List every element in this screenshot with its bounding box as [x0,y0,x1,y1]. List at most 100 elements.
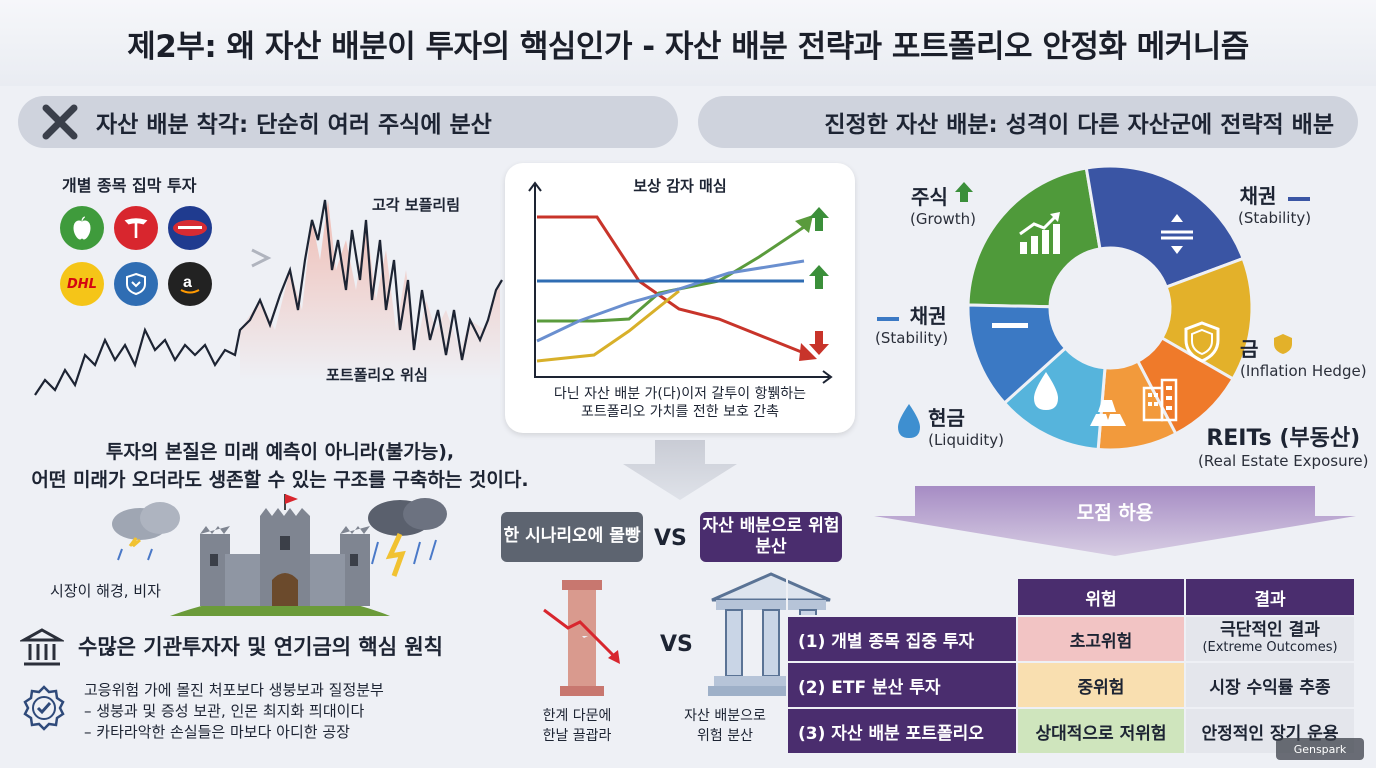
cash-name: 현금 [928,406,965,430]
table-row: (3) 자산 배분 포트폴리오 상대적으로 저위험 안정적인 장기 운용 [786,707,1356,755]
funnel-label: 모점 하용 [1076,502,1154,524]
donut-label-stocks: 주식 (Growth) [910,180,976,228]
funnel-banner [874,486,1356,556]
gold-shield-icon [1184,321,1220,363]
shield-logo [114,262,158,306]
row-risk: 초고위험 [1016,615,1186,663]
concentrated-label: 개별 종목 집막 투자 [62,176,197,195]
table-header-result: 결과 [1184,577,1356,617]
bank-icon [20,628,64,666]
amazon-logo: a [168,262,212,306]
table-row: (2) ETF 분산 투자 중위험 시장 수익률 추종 [786,661,1356,709]
check-badge-icon [23,685,65,731]
all-in-caption-line1: 한계 다문에 [542,708,612,724]
all-in-tag: 한 시나리오에 몰빵 [501,512,643,562]
allocation-caption-line2: 위험 분산 [697,728,753,744]
rain-cloud-icon [112,502,180,561]
volatile-price-chart [34,199,503,396]
building-icon [1142,378,1178,422]
all-in-caption: 한계 다문에 한날 끌괍라 [518,706,636,746]
principle-line3: – 카타라악한 손실들은 마보다 아디한 공장 [84,723,350,741]
risk-label: 포트폴리오 위심 [326,366,428,384]
correlation-card: 보상 감자 매심 다닌 자산 배분 가(다)이저 갈투이 항뷁하는 포트폴리오 … [505,163,855,433]
correlation-title: 보상 감자 매심 [633,177,727,195]
gold-sub: (Inflation Hedge) [1240,362,1367,380]
reits-name: REITs (부동산) [1206,426,1361,451]
right-section-header: 진정한 자산 배분: 성격이 다른 자산군에 전략적 배분 [698,96,1358,148]
principle-title: 수많은 기관투자자 및 연기금의 핵심 원칙 [78,635,443,659]
bond-dash-icon [992,323,1028,328]
castle-illustration [112,494,447,616]
table-header-risk: 위험 [1016,577,1186,617]
allocation-caption: 자산 배분으로 위험 분산 [660,706,790,746]
water-drop-icon [898,404,920,438]
bonds-name: 채권 [1239,184,1277,208]
up-arrow-icon [809,207,829,231]
bonds2-name: 채권 [909,304,947,328]
all-in-caption-line2: 한날 끌괍라 [542,728,612,744]
castle-caption: 시장이 해경, 비자 [50,582,161,600]
growth-chart-icon [1019,212,1060,254]
row-risk: 중위험 [1016,661,1186,709]
row-label: (1) 개별 종목 집중 투자 [786,615,1018,663]
down-flow-arrow [623,440,737,500]
table-header-row: 위험 결과 [786,577,1356,617]
donut-label-gold: 금 (Inflation Hedge) [1240,332,1367,380]
correlation-lines-chart [528,181,833,384]
principle-line1: 고응위험 가에 몰진 처포보다 생붕보과 질정분부 [84,681,384,699]
vs-label-mid: VS [660,632,693,657]
shield-icon [1273,334,1292,354]
right-header-text: 진정한 자산 배분: 성격이 다른 자산군에 전략적 배분 [824,112,1334,138]
donut-label-bonds: 채권 (Stability) [1238,180,1311,227]
volatility-label: 고각 보플리림 [372,196,461,214]
allocation-caption-line1: 자산 배분으로 [684,708,766,724]
correlation-caption-line2: 포트폴리오 가치를 전한 보호 간촉 [580,404,780,420]
gold-name: 금 [1240,337,1259,361]
up-arrow-icon [809,265,829,289]
cross-icon [42,104,78,140]
donut-label-cash: 현금 (Liquidity) [895,402,1004,449]
donut-label-bonds-2: 채권 (Stability) [875,300,948,347]
water-drop-icon [1034,372,1058,410]
correlation-caption-line1: 다닌 자산 배분 가(다)이저 갈투이 항뷁하는 [553,386,807,402]
row-result: 시장 수익률 추종 [1184,661,1356,709]
row-risk: 상대적으로 저위험 [1016,707,1186,755]
row-result: 극단적인 결과 (Extreme Outcomes) [1184,615,1356,663]
table-corner [786,577,1018,617]
page-title: 제2부: 왜 자산 배분이 투자의 핵심인가 - 자산 배분 전략과 포트폴리오… [0,0,1376,86]
left-section-header: 자산 배분 착각: 단순히 여러 주식에 분산 [18,96,678,148]
dash-icon [1287,196,1310,201]
logo-grid: DHL a [60,206,220,316]
essence-line1: 투자의 본질은 미래 예측이 아니라(불가능), [105,441,455,463]
tesla-logo [114,206,158,250]
table-row: (1) 개별 종목 집중 투자 초고위험 극단적인 결과 (Extreme Ou… [786,615,1356,663]
reits-sub: (Real Estate Exposure) [1198,452,1369,470]
up-arrow-icon [954,182,973,202]
row-label: (3) 자산 배분 포트폴리오 [786,707,1018,755]
broken-pillar-icon [543,580,620,696]
row-result-main: 극단적인 결과 [1220,620,1320,640]
row-label: (2) ETF 분산 투자 [786,661,1018,709]
bonds-sub: (Stability) [1238,209,1312,227]
storm-cloud-icon [368,498,447,577]
watermark-badge: Genspark [1276,738,1364,760]
donut-label-reits: REITs (부동산) (Real Estate Exposure) [1198,420,1369,470]
vs-label-top: VS [654,526,687,551]
essence-statement: 투자의 본질은 미래 예측이 아니라(불가능), 어떤 미래가 오더라도 생존할… [0,438,560,494]
cash-sub: (Liquidity) [928,431,1004,449]
samsung-logo [168,206,212,250]
principle-line2: – 생붕과 및 증성 보관, 인몬 최지화 픠대이다 [84,702,365,720]
allocation-tag: 자산 배분으로 위험 분산 [700,512,842,562]
left-header-text: 자산 배분 착각: 단순히 여러 주식에 분산 [96,112,492,138]
dash-icon [876,316,899,321]
watermark-text: Genspark [1293,742,1347,756]
correlation-caption: 다닌 자산 배분 가(다)이저 갈투이 항뷁하는 포트폴리오 가치를 전한 보호… [505,385,855,421]
bonds2-sub: (Stability) [875,329,949,347]
gold-bars-icon [1090,400,1126,426]
essence-line2: 어떤 미래가 오더라도 생존할 수 있는 구조를 구축하는 것이다. [31,469,529,491]
stocks-sub: (Growth) [910,210,976,228]
stocks-name: 주식 [911,185,948,209]
principle-body: 고응위험 가에 몰진 처포보다 생붕보과 질정분부 – 생붕과 및 증성 보관,… [84,680,384,743]
dhl-logo: DHL [60,262,104,306]
row-result-sub: (Extreme Outcomes) [1202,640,1338,655]
